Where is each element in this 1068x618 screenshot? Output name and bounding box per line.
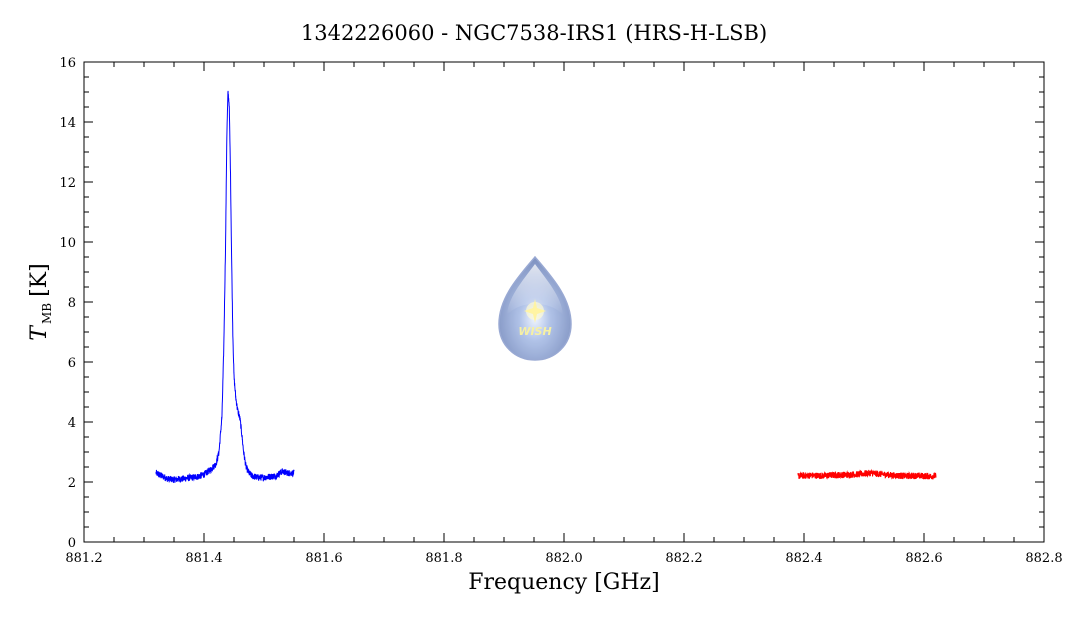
y-axis-title: TMB [K] [27, 263, 54, 340]
x-tick-label: 881.8 [425, 551, 462, 566]
y-tick-label: 6 [68, 356, 76, 371]
y-axis-subscript: MB [40, 303, 54, 324]
y-axis-symbol: T [27, 324, 52, 341]
y-tick-label: 0 [68, 536, 76, 551]
wish-logo: WISH [498, 255, 572, 361]
y-tick-label: 14 [59, 116, 76, 131]
chart-title: 1342226060 - NGC7538-IRS1 (HRS-H-LSB) [301, 21, 767, 45]
wish-logo-text: WISH [518, 325, 551, 338]
y-tick-label: 8 [68, 296, 76, 311]
x-tick-label: 882.6 [905, 551, 942, 566]
x-tick-label: 882.8 [1025, 551, 1062, 566]
y-tick-label: 16 [59, 56, 76, 71]
series-line-1 [155, 90, 295, 484]
x-tick-label: 881.2 [65, 551, 102, 566]
y-tick-label: 12 [59, 176, 76, 191]
y-tick-label: 4 [68, 416, 76, 431]
x-axis-title: Frequency [GHz] [468, 570, 660, 595]
x-tick-labels: 881.2 881.4 881.6 881.8 882.0 882.2 882.4 882.6… [65, 551, 1062, 566]
x-tick-label: 882.0 [545, 551, 582, 566]
x-tick-label: 881.4 [185, 551, 222, 566]
x-tick-label: 882.2 [665, 551, 702, 566]
y-tick-label: 10 [59, 236, 76, 251]
axis-ticks [83, 61, 1045, 543]
series-line-2 [797, 468, 937, 480]
y-tick-labels: 0 2 4 6 8 10 12 14 16 [59, 56, 76, 551]
y-tick-label: 2 [68, 476, 76, 491]
x-tick-label: 882.4 [785, 551, 822, 566]
x-tick-label: 881.6 [305, 551, 342, 566]
y-axis-unit: [K] [27, 263, 52, 297]
series-layer [155, 90, 937, 484]
